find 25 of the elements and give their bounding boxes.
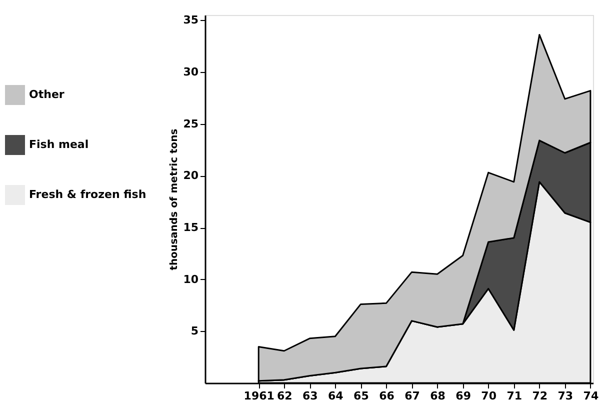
legend-label: Fresh & frozen fish [29,188,146,201]
x-tick-label: 62 [276,390,292,402]
x-tick-label: 66 [379,390,395,402]
x-tick-label: 68 [430,390,446,402]
x-tick-label: 74 [583,390,599,402]
y-tick-label: 5 [190,324,198,338]
x-tick-label: 63 [302,390,318,402]
y-tick-label: 10 [183,272,199,286]
x-tick-label: 69 [456,390,471,402]
x-tick-label: 1961 [244,390,274,402]
y-tick-label: 20 [183,169,199,182]
x-tick-label: 67 [404,390,420,402]
x-tick-label: 70 [481,390,497,402]
x-tick-label: 65 [354,390,369,402]
y-tick-label: 30 [183,66,199,79]
legend-label: Other [29,88,65,101]
x-tick-label: 73 [558,390,574,402]
y-axis-title: thousands of metric tons [169,128,180,270]
legend-label: Fish meal [29,138,89,151]
y-tick-label: 15 [183,221,198,234]
x-tick-label: 71 [506,390,522,402]
x-tick-label: 64 [328,390,344,402]
y-tick-label: 25 [183,117,198,130]
x-tick-label: 72 [532,390,548,402]
y-tick-label: 35 [183,14,198,27]
